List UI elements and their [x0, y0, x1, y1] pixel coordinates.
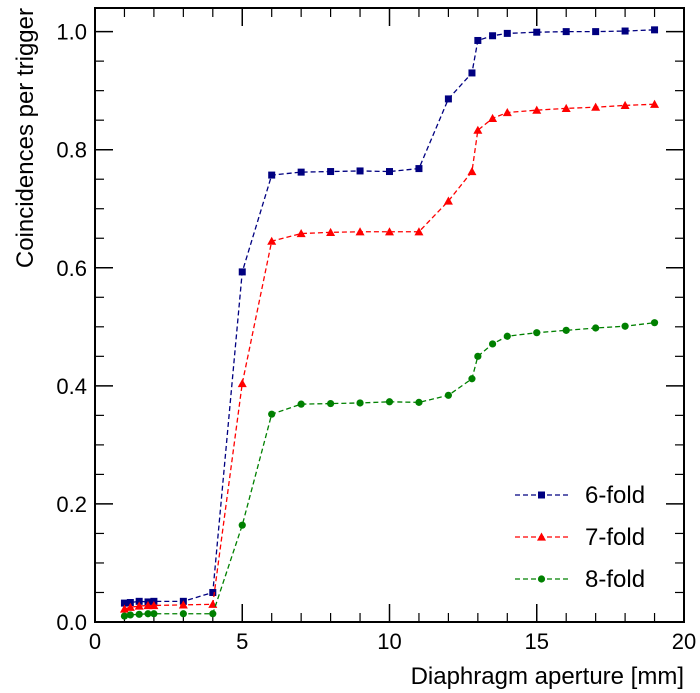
data-point — [178, 600, 188, 609]
series-layer — [119, 26, 660, 620]
legend: 6-fold 7-fold 8-fold — [515, 482, 645, 593]
data-point — [468, 69, 476, 77]
data-point — [237, 378, 247, 388]
data-point — [134, 601, 144, 610]
data-point — [443, 196, 453, 205]
data-point — [592, 28, 600, 36]
series-7-fold — [119, 99, 660, 613]
data-point — [562, 28, 570, 36]
data-point — [179, 610, 187, 618]
data-point — [591, 102, 601, 111]
data-point — [474, 352, 482, 360]
data-point — [238, 268, 246, 276]
x-axis-label: Diaphragm aperture [mm] — [411, 663, 684, 690]
legend-label: 7-fold — [585, 524, 645, 551]
data-point — [444, 391, 452, 399]
series-8-fold — [120, 319, 659, 620]
legend-marker — [537, 575, 546, 583]
data-point — [143, 600, 153, 610]
y-tick-label: 1.0 — [56, 20, 87, 45]
data-point — [650, 99, 660, 108]
x-tick-label: 0 — [89, 629, 101, 654]
x-tick-label: 15 — [525, 629, 549, 654]
legend-entry: 8-fold — [515, 566, 645, 593]
data-point — [238, 521, 246, 529]
data-point — [296, 229, 306, 238]
data-point — [532, 105, 542, 114]
y-tick-label: 0.4 — [56, 374, 87, 399]
data-point — [268, 171, 276, 179]
x-tick-label: 10 — [377, 629, 401, 654]
legend-entry: 6-fold — [515, 482, 645, 509]
series-line — [124, 322, 655, 617]
data-point — [126, 611, 134, 619]
y-tick-label: 0.8 — [56, 138, 87, 163]
data-point — [135, 610, 143, 618]
y-tick-label: 0.2 — [56, 492, 87, 517]
series-line — [124, 103, 655, 610]
x-tick-label: 5 — [236, 629, 248, 654]
data-point — [144, 610, 152, 618]
ticks-layer: 0 5 10 15 20 0.0 0.2 0.4 0.6 0.8 1.0 — [56, 8, 696, 654]
data-point — [414, 227, 424, 236]
data-point — [473, 125, 483, 134]
data-point — [386, 168, 393, 176]
data-point — [356, 399, 364, 407]
data-point — [126, 599, 134, 607]
legend-marker — [538, 491, 545, 499]
y-tick-label: 0.0 — [56, 610, 87, 635]
data-point — [385, 398, 394, 406]
data-point — [502, 107, 512, 117]
data-point — [488, 113, 498, 123]
data-point — [503, 29, 511, 37]
data-point — [356, 167, 364, 175]
data-point — [149, 600, 159, 610]
data-point — [503, 332, 511, 340]
data-point — [488, 340, 497, 348]
data-point — [621, 322, 629, 330]
data-point — [150, 610, 158, 618]
data-point — [562, 326, 570, 334]
data-point — [355, 227, 365, 236]
data-point — [125, 602, 135, 611]
y-axis-label: Coincidences per trigger — [12, 8, 39, 268]
data-point — [620, 100, 630, 110]
data-point — [297, 168, 305, 176]
data-point — [268, 410, 276, 418]
legend-marker — [537, 532, 546, 541]
data-point — [267, 236, 277, 245]
data-point — [621, 27, 629, 35]
series-line — [124, 29, 655, 604]
data-point — [327, 168, 335, 176]
data-point — [467, 167, 477, 176]
x-tick-label: 20 — [672, 629, 696, 654]
data-point — [533, 329, 541, 337]
data-point — [474, 36, 482, 44]
data-point — [327, 399, 335, 408]
legend-label: 6-fold — [585, 482, 645, 509]
data-point — [592, 324, 600, 332]
data-point — [385, 227, 394, 236]
data-point — [444, 95, 452, 103]
data-point — [120, 599, 128, 607]
data-point — [135, 597, 143, 605]
data-point — [415, 165, 423, 173]
data-point — [297, 400, 305, 408]
data-point — [326, 227, 336, 236]
data-point — [533, 28, 541, 36]
data-point — [209, 610, 217, 618]
data-point — [650, 319, 659, 327]
data-point — [651, 26, 659, 34]
legend-label: 8-fold — [585, 566, 645, 593]
data-point — [209, 588, 217, 596]
legend-entry: 7-fold — [515, 524, 645, 551]
data-point — [415, 398, 423, 406]
data-point — [468, 375, 476, 383]
y-tick-label: 0.6 — [56, 256, 87, 281]
series-6-fold — [120, 26, 659, 607]
data-point — [489, 32, 497, 40]
data-point — [120, 612, 129, 620]
data-point — [561, 103, 571, 112]
